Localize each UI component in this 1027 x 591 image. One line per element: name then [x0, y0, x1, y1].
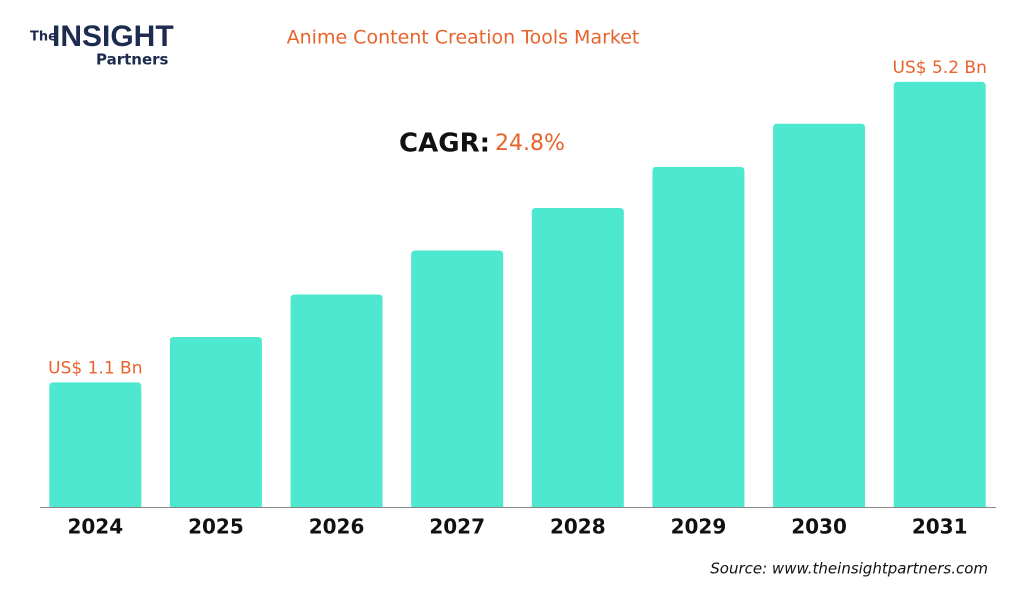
logo-sub: Partners — [96, 51, 169, 69]
source: Source: www.theinsightpartners.com — [710, 560, 988, 578]
x-tick-label: 2025 — [188, 515, 244, 539]
x-tick-label: 2024 — [67, 515, 123, 539]
logo-name: INSIGHT — [52, 20, 174, 53]
bar — [290, 294, 383, 507]
x-tick-label: 2028 — [550, 515, 606, 539]
x-tick-label: 2026 — [309, 515, 365, 539]
bar — [773, 123, 866, 507]
bar — [169, 336, 262, 507]
bar — [49, 382, 142, 507]
logo-prefix: The — [30, 30, 57, 45]
x-tick-label: 2029 — [671, 515, 727, 539]
bar — [411, 250, 504, 507]
x-tick-label: 2031 — [912, 515, 968, 539]
bar — [652, 166, 745, 507]
cagr-value: 24.8% — [495, 131, 565, 156]
x-tick-label: 2030 — [791, 515, 847, 539]
value-label: US$ 1.1 Bn — [48, 358, 142, 378]
cagr-label: CAGR: — [399, 129, 490, 159]
chart-title: Anime Content Creation Tools Market — [287, 27, 640, 49]
bar — [531, 207, 624, 508]
value-label: US$ 5.2 Bn — [893, 58, 987, 78]
x-tick-label: 2027 — [429, 515, 485, 539]
bar — [893, 81, 986, 507]
